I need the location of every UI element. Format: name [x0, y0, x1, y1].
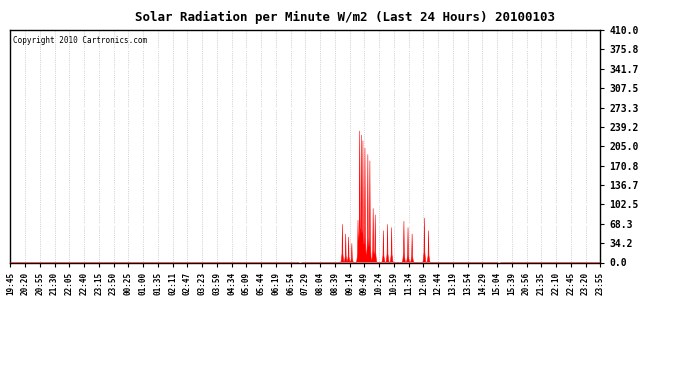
Text: Solar Radiation per Minute W/m2 (Last 24 Hours) 20100103: Solar Radiation per Minute W/m2 (Last 24… [135, 11, 555, 24]
Text: Copyright 2010 Cartronics.com: Copyright 2010 Cartronics.com [13, 36, 148, 45]
